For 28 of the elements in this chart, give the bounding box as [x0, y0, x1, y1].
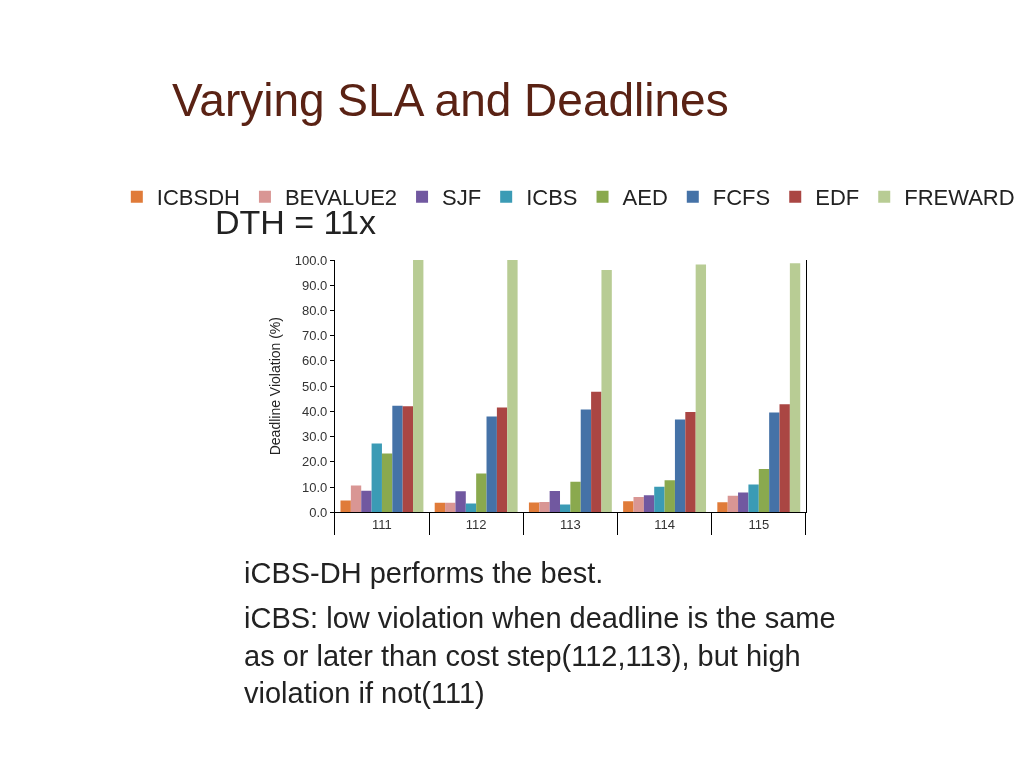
y-tick-label: 60.0	[301, 353, 328, 369]
chart-title: Varying SLA and Deadlines	[172, 73, 729, 126]
legend-label: FREWARD	[904, 185, 1015, 211]
x-tick-label: 112	[465, 516, 487, 532]
y-tick-label: 70.0	[301, 328, 328, 344]
x-tick-label: 115	[748, 516, 770, 532]
text: iCBS-DH performs the best.	[244, 557, 604, 589]
x-tick-label: 111	[372, 516, 392, 532]
y-tick-label: 100.0	[294, 252, 328, 268]
y-tick-label: 40.0	[301, 403, 328, 419]
legend-label: SJF	[442, 185, 482, 211]
y-tick-label: 10.0	[301, 479, 328, 495]
y-tick-label: 30.0	[301, 429, 328, 445]
legend-label: ICBS	[526, 185, 578, 211]
legend-label: ICBSDH	[156, 185, 240, 211]
y-tick-label: 50.0	[301, 378, 328, 394]
x-tick-label: 114	[654, 516, 675, 532]
legend-label: AED	[622, 185, 668, 211]
y-tick-label: 20.0	[301, 454, 328, 470]
y-tick-label: 90.0	[301, 277, 328, 293]
legend-label: FCFS	[712, 185, 771, 211]
x-tick-label: 113	[560, 516, 581, 532]
y-tick-label: 0.0	[309, 504, 328, 520]
legend-label: EDF	[815, 185, 860, 211]
legend-label: BEVALUE2	[284, 185, 398, 211]
text: iCBS: low violation when deadline is the same as or later than cost step(112,113), but high violation if not(111)	[244, 602, 836, 710]
y-tick-label: 80.0	[301, 303, 328, 319]
y-axis-title: Deadline Violation (%)	[267, 317, 284, 456]
